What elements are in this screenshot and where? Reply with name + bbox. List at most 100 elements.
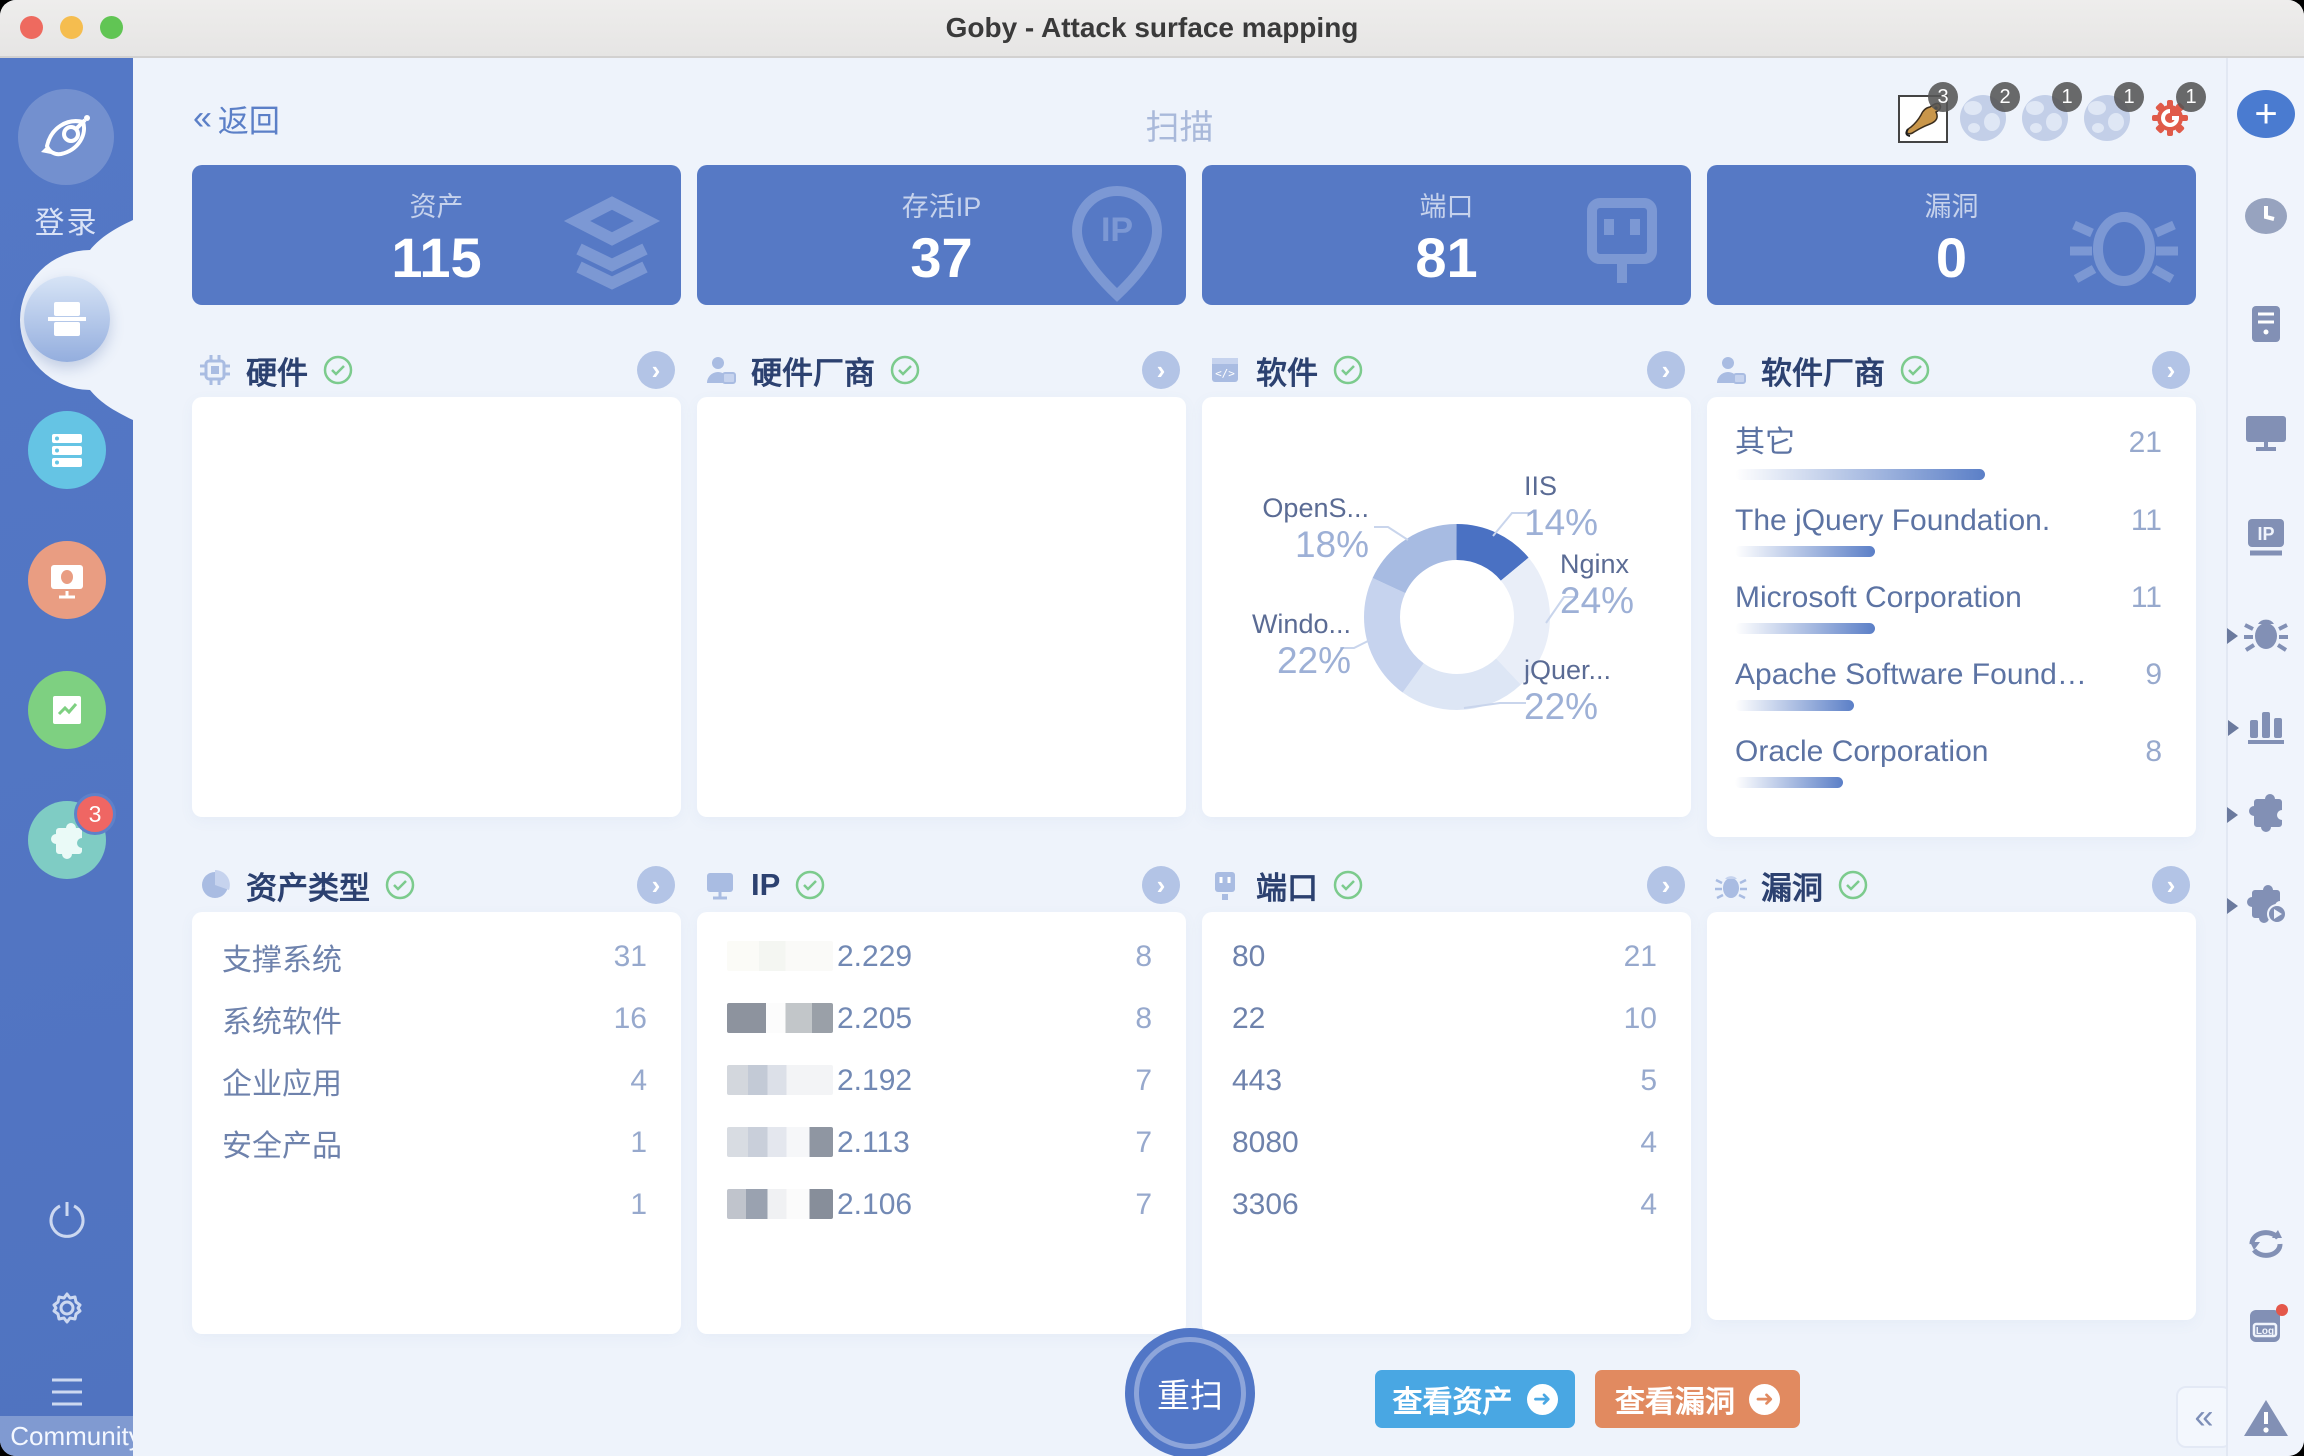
check-status-icon[interactable] bbox=[1332, 354, 1364, 386]
check-status-icon[interactable] bbox=[889, 354, 921, 386]
list-item[interactable]: 企业应用 4 bbox=[222, 1050, 647, 1112]
report-button[interactable] bbox=[2228, 704, 2288, 751]
sidebar-item-reports[interactable] bbox=[28, 671, 106, 749]
log-button[interactable]: Log bbox=[2242, 1302, 2290, 1355]
stat-label: 端口 bbox=[1419, 192, 1474, 222]
check-status-icon[interactable] bbox=[1332, 869, 1364, 901]
donut-slice-Nginx[interactable] bbox=[1364, 524, 1550, 710]
add-scan-button[interactable]: + bbox=[2237, 90, 2295, 138]
panel-expand-button[interactable]: › bbox=[1647, 866, 1685, 904]
list-item[interactable]: 2.229 8 bbox=[727, 926, 1152, 988]
goby-service-icon[interactable]: 1 bbox=[2146, 82, 2206, 140]
plugin-count-badge: 3 bbox=[74, 793, 116, 835]
panel-expand-button[interactable]: › bbox=[2152, 351, 2190, 389]
list-item-value: 31 bbox=[613, 940, 647, 973]
plugin-button[interactable] bbox=[2227, 789, 2289, 840]
panel-expand-button[interactable]: › bbox=[637, 351, 675, 389]
check-status-icon[interactable] bbox=[1837, 869, 1869, 901]
stat-label: 漏洞 bbox=[1924, 192, 1979, 222]
list-item[interactable]: 2.106 7 bbox=[727, 1174, 1152, 1236]
stat-card-live-ips[interactable]: 存活IP 37 IP bbox=[697, 165, 1186, 305]
list-item[interactable]: 2.192 7 bbox=[727, 1050, 1152, 1112]
rescan-button[interactable]: 重扫 bbox=[1125, 1328, 1255, 1456]
tomcat-service-icon[interactable]: 3 bbox=[1898, 82, 1958, 143]
web-service-icon[interactable]: 2 bbox=[1960, 82, 2020, 141]
settings-button[interactable] bbox=[0, 1286, 133, 1335]
hardware-vendor-panel-body bbox=[697, 397, 1186, 817]
panel-software: </> 软件 › bbox=[1202, 343, 1691, 837]
vendor-list-item[interactable]: Apache Software Found… 9 bbox=[1735, 658, 2162, 711]
collapse-rightbar-button[interactable]: « bbox=[2176, 1386, 2226, 1448]
sidebar-item-plugins[interactable]: 3 bbox=[28, 793, 116, 879]
goby-logo[interactable] bbox=[18, 89, 114, 185]
list-item[interactable]: 系统软件 16 bbox=[222, 988, 647, 1050]
community-link[interactable]: Community bbox=[0, 1416, 152, 1456]
vendor-list-item[interactable]: 其它 21 bbox=[1735, 417, 2162, 480]
stat-card-vulnerabilities[interactable]: 漏洞 0 bbox=[1707, 165, 2196, 305]
refresh-button[interactable] bbox=[2244, 1220, 2288, 1265]
list-item[interactable]: 支撑系统 31 bbox=[222, 926, 647, 988]
monitor-button[interactable] bbox=[2242, 412, 2290, 457]
list-item-value: 7 bbox=[1135, 1188, 1152, 1221]
vendor-list-item[interactable]: Microsoft Corporation 11 bbox=[1735, 581, 2162, 634]
sidebar-item-assets[interactable] bbox=[28, 411, 106, 489]
list-item[interactable]: 8080 4 bbox=[1232, 1112, 1657, 1174]
vuln-list-button[interactable] bbox=[2227, 612, 2289, 659]
list-item[interactable]: 3306 4 bbox=[1232, 1174, 1657, 1236]
monitor-icon bbox=[707, 873, 733, 900]
list-item[interactable]: 2.113 7 bbox=[727, 1112, 1152, 1174]
panel-expand-button[interactable]: › bbox=[2152, 866, 2190, 904]
zoom-window-button[interactable] bbox=[100, 16, 123, 39]
minimize-window-button[interactable] bbox=[60, 16, 83, 39]
sidebar-item-vulnerabilities[interactable] bbox=[28, 541, 106, 619]
panel-title: 软件 bbox=[1256, 355, 1318, 391]
check-status-icon[interactable] bbox=[384, 869, 416, 901]
hardware-panel-body bbox=[192, 397, 681, 817]
stat-card-assets[interactable]: 资产 115 bbox=[192, 165, 681, 305]
view-vulns-button[interactable]: 查看漏洞 ➜ bbox=[1595, 1370, 1800, 1428]
stat-card-ports[interactable]: 端口 81 bbox=[1202, 165, 1691, 305]
view-assets-button[interactable]: 查看资产 ➜ bbox=[1375, 1370, 1575, 1428]
list-item-value: 5 bbox=[1640, 1064, 1657, 1097]
host-button[interactable] bbox=[2244, 302, 2288, 351]
history-button[interactable] bbox=[2243, 195, 2289, 242]
back-button[interactable]: « 返回 bbox=[193, 96, 280, 141]
donut-slice-jQuer...[interactable] bbox=[1364, 524, 1550, 710]
list-item-value: 4 bbox=[630, 1064, 647, 1097]
sidebar-item-scan[interactable] bbox=[24, 276, 110, 362]
panel-expand-button[interactable]: › bbox=[1142, 866, 1180, 904]
plugin-run-button[interactable] bbox=[2227, 880, 2289, 931]
panel-expand-button[interactable]: › bbox=[637, 866, 675, 904]
close-window-button[interactable] bbox=[20, 16, 43, 39]
list-item[interactable]: 443 5 bbox=[1232, 1050, 1657, 1112]
check-status-icon[interactable] bbox=[1899, 354, 1931, 386]
panel-expand-button[interactable]: › bbox=[1647, 351, 1685, 389]
web-service-icon[interactable]: 1 bbox=[2022, 82, 2082, 141]
list-item[interactable]: 80 21 bbox=[1232, 926, 1657, 988]
list-item[interactable]: 安全产品 1 bbox=[222, 1112, 647, 1174]
donut-slice-OpenS...[interactable] bbox=[1364, 524, 1550, 710]
check-status-icon[interactable] bbox=[794, 869, 826, 901]
ip-icon: IP bbox=[2248, 519, 2284, 556]
list-item[interactable]: 1 bbox=[222, 1174, 647, 1236]
list-item[interactable]: 22 10 bbox=[1232, 988, 1657, 1050]
software-donut-chart[interactable] bbox=[1332, 492, 1582, 742]
log-alert-dot bbox=[2276, 1304, 2288, 1316]
login-label[interactable]: 登录 bbox=[34, 207, 99, 240]
list-item-label: 支撑系统 bbox=[222, 944, 342, 977]
donut-slice-Windo...[interactable] bbox=[1364, 524, 1550, 710]
warning-button[interactable] bbox=[2242, 1397, 2290, 1444]
redacted-ip-prefix bbox=[727, 1065, 833, 1095]
vendor-list-item[interactable]: Oracle Corporation 8 bbox=[1735, 735, 2162, 788]
vendor-bar bbox=[1735, 469, 1985, 480]
check-status-icon[interactable] bbox=[322, 354, 354, 386]
ip-button[interactable]: IP bbox=[2242, 515, 2290, 562]
vendor-list-item[interactable]: The jQuery Foundation. 11 bbox=[1735, 504, 2162, 557]
menu-button[interactable] bbox=[0, 1374, 133, 1415]
list-item[interactable]: 2.205 8 bbox=[727, 988, 1152, 1050]
panel-expand-button[interactable]: › bbox=[1142, 351, 1180, 389]
list-item-value: 10 bbox=[1623, 1002, 1657, 1035]
web-service-icon[interactable]: 1 bbox=[2084, 82, 2144, 141]
power-button[interactable] bbox=[0, 1196, 133, 1245]
